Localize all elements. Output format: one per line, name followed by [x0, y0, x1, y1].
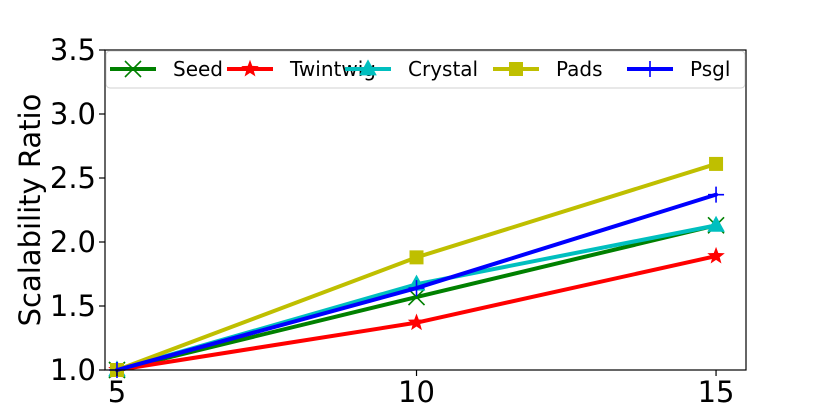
legend-entry-pads: Pads — [493, 57, 603, 81]
plot-area — [105, 50, 746, 370]
x-axis: 5 10 15 — [108, 370, 735, 409]
legend-entry-psgl: Psgl — [627, 57, 730, 81]
data-point-psgl-15 — [708, 186, 725, 203]
legend-marker-square — [509, 62, 523, 76]
y-axis-title: Scalability Ratio — [13, 94, 47, 327]
y-axis: 1.0 1.5 2.0 2.5 3.0 3.5 — [50, 33, 105, 387]
series-layer — [108, 156, 725, 379]
plot-background — [105, 50, 746, 370]
legend: Seed Twintwig Crystal Pads Psgl — [105, 50, 746, 89]
data-point-psgl-10 — [408, 280, 425, 297]
y-tick-label: 2.0 — [50, 225, 96, 259]
data-point-pads-15 — [709, 156, 724, 171]
legend-entry-crystal: Crystal — [345, 57, 478, 81]
legend-label: Crystal — [408, 57, 478, 81]
legend-marker-star — [241, 59, 259, 77]
y-tick-label: 3.5 — [50, 33, 96, 67]
data-point-twintwig-10 — [407, 313, 426, 331]
x-tick-label: 5 — [108, 375, 126, 409]
y-tick-label: 1.0 — [50, 353, 96, 387]
axes — [104, 49, 747, 371]
plot-frame — [104, 49, 747, 371]
y-tick-label: 1.5 — [50, 289, 96, 323]
legend-label: Seed — [173, 57, 223, 81]
legend-marker-triangle — [359, 59, 377, 76]
x-tick-label: 15 — [698, 375, 735, 409]
data-point-pads-10 — [409, 250, 424, 265]
legend-marker-x — [124, 60, 142, 78]
x-tick-label: 10 — [398, 375, 435, 409]
data-point-crystal-15 — [707, 215, 725, 232]
legend-marker-plus — [642, 61, 658, 77]
legend-box — [105, 50, 746, 89]
legend-entry-seed: Seed — [110, 57, 223, 81]
data-point-seed-10 — [407, 288, 426, 306]
data-point-twintwig-15 — [707, 246, 725, 264]
series-pads — [109, 156, 724, 377]
y-tick-label: 3.0 — [50, 97, 96, 131]
legend-label: Pads — [556, 57, 603, 81]
legend-label: Psgl — [690, 57, 730, 81]
y-tick-label: 2.5 — [50, 161, 96, 195]
